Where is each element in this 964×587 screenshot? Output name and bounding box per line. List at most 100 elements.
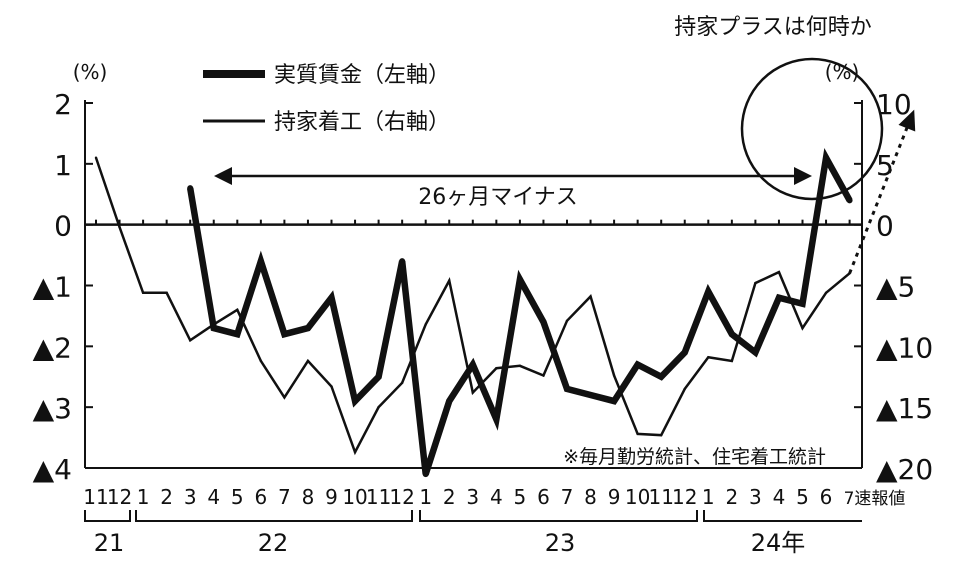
x-tick-label: 10 xyxy=(625,485,650,509)
x-tick-label: 2 xyxy=(160,485,173,509)
point-owner-housing xyxy=(283,396,286,399)
point-real-wage xyxy=(469,361,476,368)
point-owner-housing xyxy=(589,295,592,298)
point-real-wage xyxy=(352,398,359,405)
point-owner-housing xyxy=(94,156,98,159)
right-tick-label: 5 xyxy=(876,149,894,182)
right-tick-label: 0 xyxy=(876,210,894,243)
x-tick-label: 3 xyxy=(466,485,479,509)
point-real-wage xyxy=(493,416,500,423)
plot-frame xyxy=(84,100,863,469)
year-bracket xyxy=(419,510,698,522)
point-owner-housing xyxy=(424,323,427,326)
point-owner-housing xyxy=(259,359,263,363)
x-tick-label: 5 xyxy=(796,485,809,509)
point-real-wage xyxy=(681,349,688,356)
x-tick-label: 5 xyxy=(231,485,244,509)
point-real-wage xyxy=(210,325,217,332)
legend-label-real-wage: 実質賃金（左軸） xyxy=(274,63,450,88)
tick-marks xyxy=(85,102,862,469)
point-real-wage xyxy=(187,185,194,192)
point-owner-housing xyxy=(495,367,498,370)
x-tick-label: 11 xyxy=(366,485,391,509)
year-label: 23 xyxy=(545,529,576,557)
point-real-wage xyxy=(752,349,759,356)
projection-arrow xyxy=(848,109,916,274)
left-tick-label: 2 xyxy=(54,88,72,121)
point-owner-housing xyxy=(801,326,804,330)
point-owner-housing xyxy=(471,391,474,394)
left-tick-labels: 2 1 0 ▲1 ▲2 ▲3 ▲4 xyxy=(33,88,72,486)
point-owner-housing xyxy=(683,387,686,391)
point-real-wage xyxy=(846,197,853,204)
point-owner-housing xyxy=(165,291,168,294)
point-owner-housing xyxy=(189,339,192,342)
x-tick-label: 3 xyxy=(184,485,197,509)
right-tick-labels: 10 5 0 ▲5 ▲10 ▲15 ▲20 xyxy=(876,88,933,486)
x-tick-label: 2 xyxy=(443,485,456,509)
point-owner-housing xyxy=(565,319,569,322)
right-tick-label: ▲5 xyxy=(876,271,915,304)
point-real-wage xyxy=(799,300,806,307)
projection-arrowhead xyxy=(898,109,916,132)
x-tick-label: 1 xyxy=(137,485,150,509)
data-points xyxy=(94,154,853,478)
year-label: 22 xyxy=(258,529,289,557)
x-tick-label: 7 xyxy=(561,485,574,509)
x-tick-label: 6 xyxy=(820,485,833,509)
point-owner-housing xyxy=(518,364,522,367)
x-tick-label: 5 xyxy=(514,485,527,509)
x-tick-label: 4 xyxy=(490,485,503,509)
point-owner-housing xyxy=(777,270,781,274)
point-owner-housing xyxy=(754,281,757,285)
x-tick-label: 7速報値 xyxy=(844,489,906,509)
legend-label-owner-housing: 持家着工（右軸） xyxy=(274,110,450,135)
x-tick-label: 12 xyxy=(389,485,414,509)
left-tick-label: ▲2 xyxy=(33,331,72,364)
point-owner-housing xyxy=(377,405,380,409)
range-label: 26ヶ月マイナス xyxy=(418,185,578,210)
source-note: ※毎月勤労統計、住宅着工統計 xyxy=(563,446,826,468)
annotation-ellipse xyxy=(740,57,884,201)
point-owner-housing xyxy=(330,385,333,388)
point-owner-housing xyxy=(730,359,734,363)
left-unit-label: (%) xyxy=(73,60,108,84)
x-tick-label: 8 xyxy=(302,485,315,509)
point-real-wage xyxy=(328,294,335,301)
x-tick-label: 2 xyxy=(725,485,738,509)
x-tick-label: 4 xyxy=(207,485,220,509)
point-real-wage xyxy=(823,154,830,161)
x-tick-label: 3 xyxy=(749,485,762,509)
point-real-wage xyxy=(611,398,618,405)
x-tick-label: 9 xyxy=(608,485,621,509)
left-tick-label: ▲1 xyxy=(33,271,72,304)
left-tick-label: 1 xyxy=(54,149,72,182)
year-bracket xyxy=(135,510,413,522)
point-real-wage xyxy=(234,331,241,338)
point-real-wage xyxy=(422,471,429,478)
point-real-wage xyxy=(728,331,735,338)
left-tick-label: ▲4 xyxy=(33,453,72,486)
x-tick-label: 12 xyxy=(672,485,697,509)
point-real-wage xyxy=(446,398,453,405)
point-real-wage xyxy=(587,392,594,398)
right-tick-label: ▲10 xyxy=(876,331,933,364)
point-owner-housing xyxy=(306,359,310,363)
point-owner-housing xyxy=(824,291,828,294)
x-tick-label: 11 xyxy=(83,485,108,509)
point-owner-housing xyxy=(353,450,357,454)
year-label: 24年 xyxy=(751,529,806,557)
point-owner-housing xyxy=(636,432,639,436)
year-brackets: 21 22 23 24年 xyxy=(84,510,862,557)
x-tick-label: 12 xyxy=(107,485,132,509)
left-tick-label: ▲3 xyxy=(33,392,72,425)
left-tick-label: 0 xyxy=(54,210,72,243)
point-owner-housing xyxy=(448,279,451,282)
annotation-title: 持家プラスは何時か xyxy=(674,15,872,40)
point-owner-housing xyxy=(400,381,404,385)
point-real-wage xyxy=(705,288,712,295)
point-owner-housing xyxy=(212,323,215,326)
point-real-wage xyxy=(564,385,570,392)
point-owner-housing xyxy=(118,225,121,229)
